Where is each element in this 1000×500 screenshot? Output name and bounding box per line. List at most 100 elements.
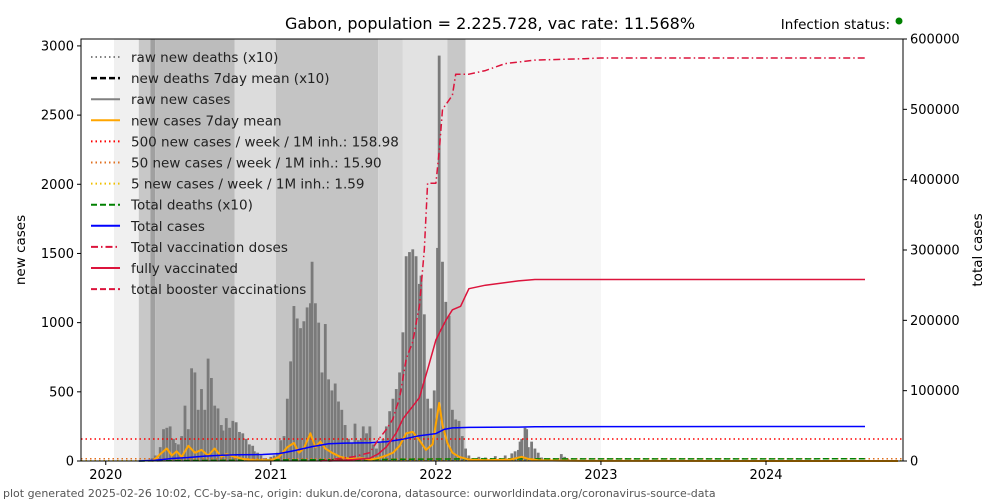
raw-new-cases-bar (193, 372, 197, 461)
raw-new-cases-bar (279, 440, 283, 461)
raw-new-cases-bar (282, 436, 286, 461)
raw-new-cases-bar (388, 411, 392, 461)
raw-new-cases-bar (513, 451, 517, 461)
raw-new-cases-bar (530, 441, 534, 461)
raw-new-cases-bar (526, 447, 530, 461)
legend-entry: raw new cases (131, 92, 230, 108)
raw-new-cases-bar (200, 389, 203, 461)
raw-new-cases-bar (441, 261, 444, 461)
raw-new-cases-bar (168, 426, 172, 461)
raw-new-cases-bar (525, 429, 529, 461)
raw-new-cases-bar (432, 390, 436, 461)
new-cases-7day-mean-line (151, 401, 899, 462)
raw-new-cases-bar (172, 438, 175, 461)
y-tick-label: 0 (66, 455, 74, 470)
raw-new-cases-bar (559, 454, 563, 461)
raw-new-cases-bar (419, 275, 423, 461)
raw-new-cases-bar (454, 419, 458, 461)
raw-new-cases-bar (464, 448, 467, 461)
raw-new-cases-bar (196, 409, 200, 461)
raw-new-cases-bar (360, 438, 364, 461)
x-tick-label: 2021 (254, 468, 287, 483)
raw-new-cases-bar (180, 436, 184, 461)
raw-new-cases-bar (384, 426, 388, 461)
raw-new-cases-bar (295, 318, 299, 461)
raw-new-cases-bar (302, 321, 306, 461)
x-tick-label: 2020 (89, 468, 122, 483)
raw-new-cases-bar (183, 405, 187, 461)
raw-new-cases-bar (209, 377, 213, 461)
infection-status-label: Infection status: (781, 17, 890, 33)
y-axis-label: new cases (13, 215, 29, 285)
legend-entry: Total deaths (x10) (130, 198, 253, 214)
raw-new-cases-bar (447, 315, 451, 461)
x-tick-label: 2024 (749, 468, 782, 483)
raw-new-cases-bar (536, 452, 540, 461)
y-tick-label: 500 (49, 385, 74, 400)
background-band (114, 39, 139, 461)
raw-new-cases-bar (533, 448, 537, 461)
y-tick-label: 2000 (41, 178, 74, 193)
axes: 2020 2021 2022 2023 2024 0 500 1000 1500 2000 2500… (41, 33, 960, 484)
y-tick-label: 1500 (41, 247, 74, 262)
raw-new-cases-bar (190, 368, 193, 461)
raw-new-cases-bar (391, 398, 395, 461)
raw-new-cases-bar (309, 303, 312, 461)
raw-new-cases-bar (234, 422, 238, 461)
raw-new-cases-bar (477, 456, 481, 461)
legend-entry: Total cases (130, 219, 205, 235)
raw-new-cases-bar (313, 303, 317, 461)
raw-new-cases-bar (219, 425, 223, 461)
raw-new-cases-bar (394, 389, 398, 461)
raw-new-cases-bar (510, 453, 514, 461)
raw-new-cases-bar (437, 55, 441, 462)
infection-status-dot (895, 17, 903, 25)
footer-text: plot generated 2025-02-26 10:02, CC-by-s… (3, 487, 716, 500)
raw-new-cases-bar (450, 409, 454, 461)
chart-title: Gabon, population = 2.225.728, vac rate:… (285, 14, 695, 33)
background-band (150, 39, 156, 461)
raw-new-cases-bar (444, 301, 448, 461)
raw-new-cases-bar (320, 372, 324, 461)
raw-new-cases-bar (460, 436, 464, 461)
raw-new-cases-bar (330, 390, 334, 461)
raw-new-cases-bar (292, 306, 296, 461)
background-band (138, 39, 151, 461)
raw-new-cases-bar (346, 438, 350, 461)
raw-new-cases-bar (241, 433, 245, 461)
raw-new-cases-bar (340, 409, 344, 461)
y-tick-label: 3000 (41, 39, 74, 54)
legend-entry: new deaths 7day mean (x10) (131, 71, 330, 87)
raw-new-cases-bar (333, 383, 337, 461)
y2-tick-label: 300000 (910, 244, 960, 259)
raw-new-cases-bar (206, 358, 210, 461)
legend-entry: 50 new cases / week / 1M inh.: 15.90 (131, 156, 382, 172)
raw-new-cases-bar (337, 401, 340, 461)
raw-new-cases-bars (150, 55, 611, 462)
y2-tick-label: 100000 (910, 384, 960, 399)
raw-new-cases-bar (361, 426, 365, 461)
raw-new-cases-bar (252, 451, 256, 461)
legend: raw new deaths (x10) new deaths 7day mean… (91, 50, 399, 298)
y-tick-label: 1000 (41, 316, 74, 331)
raw-new-cases-bar (404, 256, 408, 461)
raw-new-cases-bar (523, 427, 527, 461)
y-tick-label: 2500 (41, 109, 74, 124)
raw-new-cases-bar (327, 379, 330, 461)
y2-tick-label: 500000 (910, 103, 960, 118)
raw-new-cases-bar (213, 405, 217, 461)
raw-new-cases-bar (411, 249, 415, 461)
raw-new-cases-bar (310, 261, 314, 461)
background-band (465, 39, 601, 461)
raw-new-cases-bar (203, 409, 207, 461)
raw-new-cases-bar (401, 332, 405, 461)
raw-new-cases-bar (251, 445, 255, 461)
raw-new-cases-bar (368, 426, 372, 461)
total-cases-line (138, 425, 866, 462)
y2-tick-label: 0 (910, 455, 918, 470)
raw-new-cases-bar (285, 398, 289, 461)
raw-new-cases-bar (426, 398, 430, 461)
raw-new-cases-bar (457, 420, 461, 461)
legend-entry: raw new deaths (x10) (131, 50, 278, 66)
raw-new-cases-bar (259, 455, 263, 461)
